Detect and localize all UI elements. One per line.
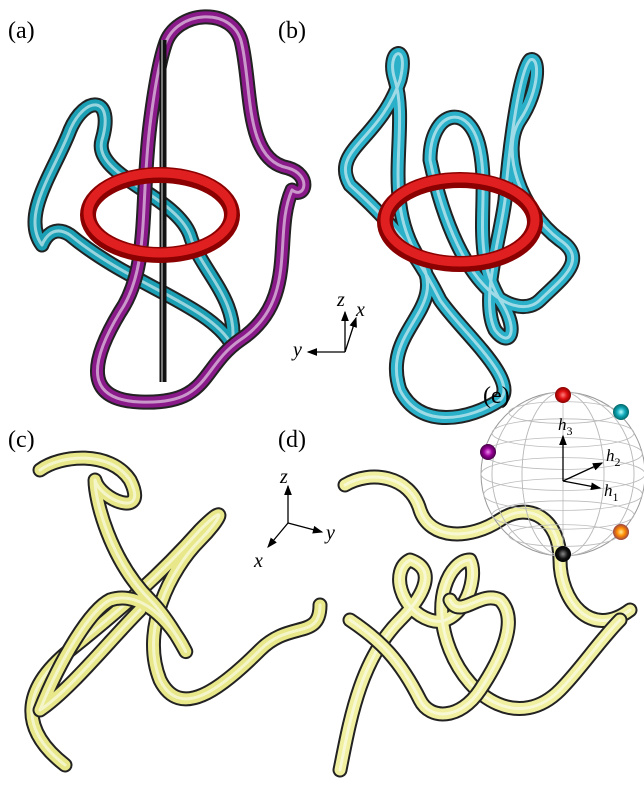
panel-c-tubes bbox=[32, 458, 320, 765]
panel-d-tubes bbox=[340, 477, 630, 770]
panel-label: (d) bbox=[278, 427, 306, 453]
panel-a-tubes bbox=[35, 17, 304, 402]
panel-label: (a) bbox=[8, 18, 35, 44]
panel-label: (e) bbox=[483, 383, 510, 409]
axes-triad-bottom: z y x bbox=[253, 466, 335, 572]
vector-label: h3 bbox=[558, 415, 573, 438]
axis-label: x bbox=[355, 299, 365, 321]
axis-label: y bbox=[324, 522, 335, 544]
tube bbox=[97, 17, 303, 402]
tube bbox=[430, 60, 573, 339]
axis-label: z bbox=[279, 466, 288, 488]
panel-label: (c) bbox=[8, 427, 35, 453]
tube bbox=[97, 17, 303, 402]
axis-label: x bbox=[253, 550, 263, 572]
tube bbox=[340, 560, 620, 770]
panel-b-tubes bbox=[345, 54, 572, 418]
axes-triad-top: z x y bbox=[291, 289, 365, 361]
panel-label: (b) bbox=[278, 18, 306, 44]
axis-label: z bbox=[336, 289, 345, 311]
tube bbox=[97, 17, 303, 402]
axis-label: y bbox=[291, 339, 302, 361]
figure: z x y z y x h3 h2 h1 (a) (b) (e) (c) (d) bbox=[0, 0, 644, 785]
vector-label: h1 bbox=[604, 481, 619, 504]
